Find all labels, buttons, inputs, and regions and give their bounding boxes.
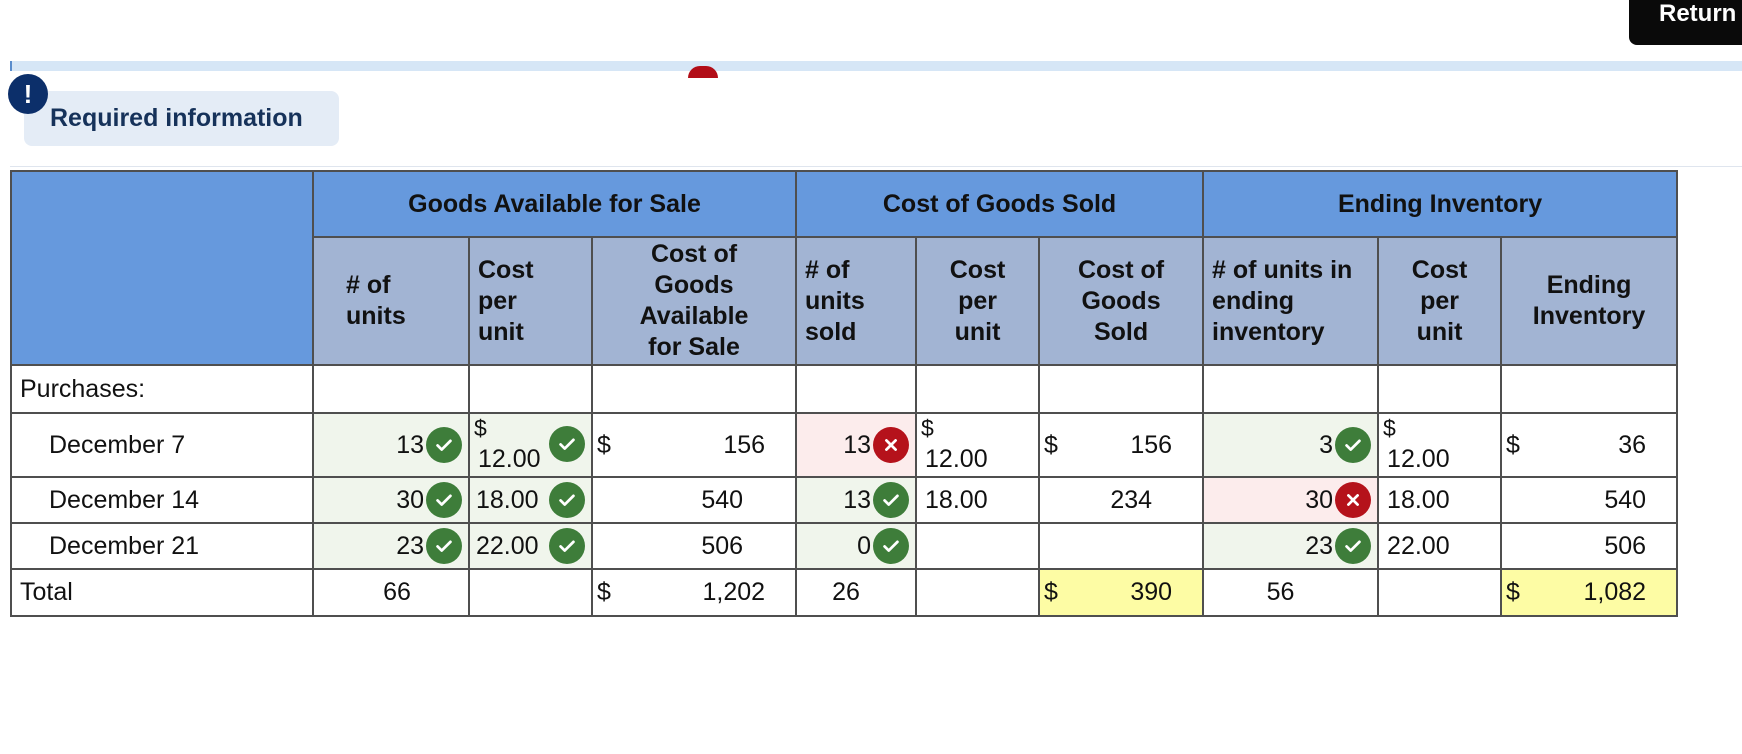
purchases-label: Purchases: — [10, 364, 314, 414]
x-circle-icon — [873, 427, 910, 463]
ending-inventory-value: $36 — [1500, 412, 1679, 478]
col-ending-inventory: Ending Inventory — [1500, 236, 1679, 366]
group-ending-inventory: Ending Inventory — [1202, 170, 1679, 238]
cogs-value: 234 — [1038, 476, 1205, 524]
cost-input[interactable]: 22.00 — [468, 522, 593, 570]
check-circle-icon — [549, 426, 585, 462]
group-goods-available: Goods Available for Sale — [311, 170, 798, 238]
total-cogs: $390 — [1038, 568, 1205, 617]
check-circle-icon — [426, 427, 462, 463]
cogs-value: $156 — [1038, 412, 1205, 478]
ending-inventory-value: 540 — [1500, 476, 1679, 524]
units-input[interactable]: 30 — [312, 476, 470, 524]
table-row: December 21 23 22.00 506 0 23 22.00 506 — [10, 522, 1679, 570]
check-circle-icon — [873, 528, 910, 564]
col-end-cost-per-unit: Cost per unit — [1377, 236, 1503, 366]
check-circle-icon — [549, 528, 585, 564]
total-ending-inventory: $1,082 — [1500, 568, 1679, 617]
x-circle-icon — [1335, 482, 1372, 518]
row-label: December 7 — [10, 412, 314, 478]
goods-available-value: $156 — [590, 412, 798, 478]
total-ending-units: 56 — [1202, 568, 1380, 617]
col-units-ending: # of units in ending inventory — [1202, 236, 1380, 366]
table-row: December 7 13 $12.00 $156 13 $12.00 $156… — [10, 412, 1679, 478]
total-row: Total 66 $1,202 26 $390 56 $1,082 — [10, 568, 1679, 617]
cogs-cost-value — [915, 522, 1041, 570]
cogs-cost-value: 18.00 — [915, 476, 1041, 524]
end-cost-value: 18.00 — [1377, 476, 1503, 524]
ending-units-input[interactable]: 30 — [1202, 476, 1380, 524]
cost-input[interactable]: 18.00 — [468, 476, 593, 524]
check-circle-icon — [426, 528, 462, 564]
units-sold-input[interactable]: 0 — [795, 522, 918, 570]
units-sold-input[interactable]: 13 — [795, 412, 918, 478]
group-cost-of-goods-sold: Cost of Goods Sold — [795, 170, 1205, 238]
total-goods-available: $1,202 — [590, 568, 798, 617]
header-corner — [10, 170, 314, 366]
col-cost-of-goods-sold: Cost of Goods Sold — [1038, 236, 1205, 366]
return-button[interactable]: Return — [1629, 0, 1742, 45]
ending-inventory-value: 506 — [1500, 522, 1679, 570]
cogs-value — [1038, 522, 1205, 570]
total-label: Total — [10, 568, 314, 617]
units-input[interactable]: 13 — [312, 412, 470, 478]
col-cost-goods-available: Cost of Goods Available for Sale — [590, 236, 798, 366]
divider — [10, 166, 1742, 167]
ending-units-input[interactable]: 23 — [1202, 522, 1380, 570]
progress-strip — [10, 61, 1742, 71]
cogs-cost-value: $12.00 — [915, 412, 1041, 478]
inventory-table: Goods Available for Sale Cost of Goods S… — [10, 170, 1679, 617]
check-circle-icon — [549, 482, 585, 518]
check-circle-icon — [873, 482, 910, 518]
check-circle-icon — [1335, 528, 1372, 564]
total-units-sold: 26 — [795, 568, 918, 617]
col-cogs-cost-per-unit: Cost per unit — [915, 236, 1041, 366]
row-label: December 21 — [10, 522, 314, 570]
col-cost-per-unit: Cost per unit — [468, 236, 593, 366]
check-circle-icon — [1335, 427, 1372, 463]
alert-icon: ! — [8, 74, 48, 114]
goods-available-value: 540 — [590, 476, 798, 524]
end-cost-value: 22.00 — [1377, 522, 1503, 570]
table-row: December 14 30 18.00 540 13 18.00 234 30… — [10, 476, 1679, 524]
goods-available-value: 506 — [590, 522, 798, 570]
ending-units-input[interactable]: 3 — [1202, 412, 1380, 478]
col-units: # of units — [312, 236, 470, 366]
cost-input[interactable]: $12.00 — [468, 412, 593, 478]
required-information-label: Required information — [24, 91, 339, 146]
end-cost-value: $12.00 — [1377, 412, 1503, 478]
red-marker — [688, 66, 718, 78]
units-input[interactable]: 23 — [312, 522, 470, 570]
col-units-sold: # of units sold — [795, 236, 918, 366]
row-label: December 14 — [10, 476, 314, 524]
check-circle-icon — [426, 482, 462, 518]
total-units: 66 — [312, 568, 470, 617]
units-sold-input[interactable]: 13 — [795, 476, 918, 524]
